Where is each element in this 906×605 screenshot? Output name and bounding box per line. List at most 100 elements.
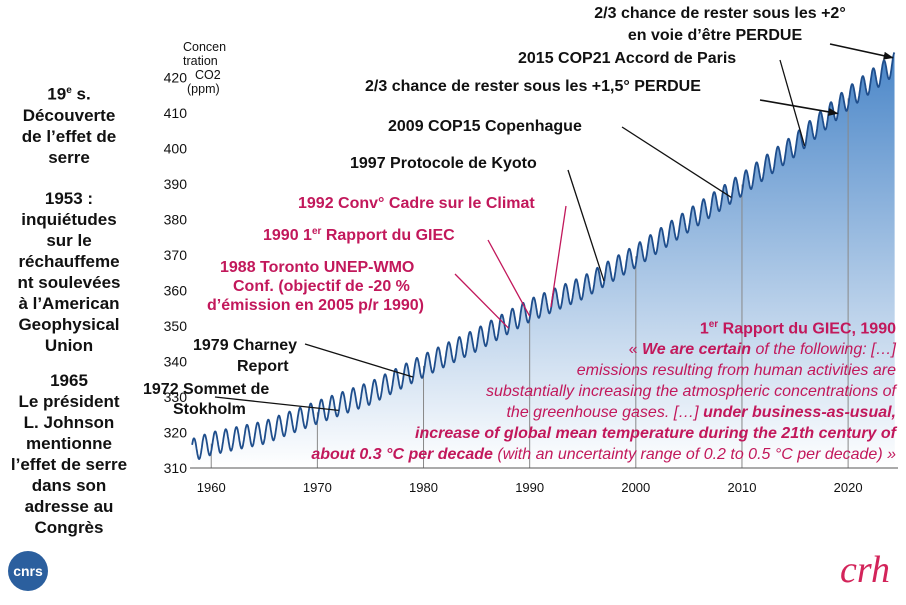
x-tick-label-1970: 1970 [303, 480, 332, 495]
sidebar-1965-line-8: Congrès [34, 518, 104, 537]
x-tick-label-2000: 2000 [621, 480, 650, 495]
quote-line-4: the greenhouse gases. […] under business… [262, 402, 896, 423]
quote-line-5-bold: increase of global mean temperature duri… [415, 425, 896, 443]
annotation-charney-line-1: 1979 Charney [193, 337, 297, 354]
annotation-giec-1990-part-2: Rapport du GIEC [321, 227, 455, 244]
quote-line-2: emissions resulting from human activitie… [262, 360, 896, 381]
annotation-cop15-leader [621, 126, 732, 199]
sidebar-19-sup: e [66, 85, 72, 96]
annotation-giec-1990: 1990 1er Rapport du GIEC [263, 226, 531, 317]
annotation-giec-1990-leader [487, 239, 531, 317]
sidebar-block-1953: 1953 : inquiétudes sur le réchauffeme nt… [6, 188, 132, 356]
annotation-giec-1990-sup: er [312, 226, 322, 237]
sidebar-1953-line-2: inquiétudes [21, 210, 117, 229]
annotation-stockholm-text: 1972 Sommet de Stokholm [143, 381, 269, 418]
annotation-unfccc: 1992 Conv° Cadre sur le Climat [298, 195, 567, 308]
sidebar-1953-line-3: sur le [46, 231, 92, 250]
annotation-cop15: 2009 COP15 Copenhague [388, 118, 732, 199]
sidebar-1953-line-8: Union [44, 336, 94, 355]
sidebar-1965-line-4: mentionne [26, 434, 112, 453]
x-tick-label-1990: 1990 [515, 480, 544, 495]
y-tick-label-410: 410 [164, 105, 188, 121]
annotation-unfccc-leader [550, 205, 567, 308]
sidebar-block-1965: 1965 Le président L. Johnson mentionne l… [6, 370, 132, 538]
annotation-kyoto: 1997 Protocole de Kyoto [350, 155, 605, 282]
annotation-stockholm: 1972 Sommet de Stokholm [143, 381, 339, 418]
annotation-charney-leader [304, 343, 414, 378]
annotation-cop15-line-1: 2009 COP15 Copenhague [388, 118, 582, 135]
quote-line-3-text: substantially increasing the atmospheric… [486, 383, 896, 401]
annotation-1-5deg-leader [759, 99, 839, 116]
quote-line-5: increase of global mean temperature duri… [262, 423, 896, 444]
x-tick-label-2010: 2010 [728, 480, 757, 495]
sidebar-block-19th-century: 19e s. Découverte de l’effet de serre [6, 80, 132, 168]
annotation-1-5deg-line-1: 2/3 chance de rester sous les +1,5° PERD… [365, 78, 701, 95]
quote-title-number: 1 [699, 320, 709, 338]
sidebar-1965-line-7: adresse au [24, 497, 114, 516]
sidebar-1953-line-6: à l’American [18, 294, 120, 313]
annotation-cop21-line-1: 2015 COP21 Accord de Paris [518, 50, 736, 67]
annotation-2deg-line-2: en voie d’être PERDUE [628, 27, 803, 44]
annotation-toronto: 1988 Toronto UNEP-WMO Conf. (objectif de … [207, 259, 509, 329]
annotation-2deg-text: 2/3 chance de rester sous les +2° en voie… [594, 5, 845, 44]
line-layer [191, 51, 896, 460]
quote-line-1: « We are certain of the following: […] [262, 339, 896, 360]
sidebar-19-suffix: s. [71, 84, 91, 104]
sidebar-19-line-4: serre [48, 147, 90, 167]
annotation-cop21-text: 2015 COP21 Accord de Paris [518, 50, 736, 67]
annotation-cop21-leader [779, 59, 806, 147]
annotation-stockholm-line-2: Stokholm [173, 401, 246, 418]
annotation-charney: 1979 Charney Report [193, 337, 414, 378]
annotation-toronto-text: 1988 Toronto UNEP-WMO Conf. (objectif de … [207, 259, 424, 314]
y-tick-label-330: 330 [164, 389, 188, 405]
axis-layer: 1960 1970 1980 1990 2000 2010 2020 310 320 330 340… [164, 40, 898, 495]
annotation-2deg-line-1: 2/3 chance de rester sous les +2° [594, 5, 845, 22]
annotation-layer: 2/3 chance de rester sous les +2° en voie… [143, 5, 894, 418]
cnrs-logo: cnrs [8, 551, 48, 591]
sidebar-1965-line-5: l’effet de serre [10, 455, 128, 474]
annotation-toronto-line-3: d’émission en 2005 p/r 1990) [207, 297, 424, 314]
grid-layer [210, 98, 849, 468]
quote-title-sup: er [708, 319, 719, 330]
y-axis-label-line-1: Concen [183, 40, 226, 54]
quote-line-2-text: emissions resulting from human activitie… [576, 362, 896, 380]
quote-line-6-bold: about 0.3 °C per decade [311, 446, 493, 464]
y-tick-label-390: 390 [164, 176, 188, 192]
quote-line-4-bold: under business-as-usual, [703, 404, 896, 422]
y-axis-label: Concen tration CO2 (ppm) [183, 40, 226, 96]
annotation-unfccc-line-1: 1992 Conv° Cadre sur le Climat [298, 195, 535, 212]
quote-open-mark: « [628, 341, 642, 359]
annotation-2deg-leader [829, 43, 894, 60]
sidebar-1965-line-3: L. Johnson [23, 413, 115, 432]
annotation-1-5deg: 2/3 chance de rester sous les +1,5° PERD… [365, 78, 839, 116]
quote-title-text: Rapport du GIEC, 1990 [718, 320, 896, 338]
crh-logo: crh [840, 549, 890, 591]
annotation-charney-line-2: Report [237, 358, 289, 375]
sidebar-1953-line-7: Geophysical [18, 315, 120, 334]
sidebar-19-number: 19 [47, 84, 67, 104]
y-axis-label-line-4: (ppm) [187, 82, 220, 96]
quote-line-3: substantially increasing the atmospheric… [262, 381, 896, 402]
y-tick-label-420: 420 [164, 70, 188, 86]
x-tick-label-1960: 1960 [197, 480, 226, 495]
quote-we-are-certain: We are certain [641, 341, 752, 359]
co2-series-line [191, 51, 896, 460]
quote-title: 1er Rapport du GIEC, 1990 [262, 314, 896, 339]
sidebar-1953-line-5: nt soulevées [17, 273, 121, 292]
sidebar-1953-line-4: réchauffeme [18, 252, 120, 271]
quote-line-1-rest: of the following: […] [751, 341, 896, 359]
annotation-stockholm-line-1: 1972 Sommet de [143, 381, 269, 398]
sidebar-1965-line-2: Le président [18, 392, 120, 411]
y-tick-label-380: 380 [164, 212, 188, 228]
co2-area-fill [192, 52, 895, 468]
y-tick-label-370: 370 [164, 247, 188, 263]
annotation-toronto-line-2: Conf. (objectif de -20 % [233, 278, 410, 295]
quote-line-6-rest: (with an uncertainty range of 0.2 to 0.5… [492, 446, 896, 464]
quote-line-4-text: the greenhouse gases. […] [506, 404, 704, 422]
annotation-1-5deg-text: 2/3 chance de rester sous les +1,5° PERD… [365, 78, 701, 95]
annotation-cop21: 2015 COP21 Accord de Paris [518, 50, 806, 147]
sidebar-1965-line-6: dans son [31, 476, 107, 495]
annotation-cop15-text: 2009 COP15 Copenhague [388, 118, 582, 135]
annotation-kyoto-leader [567, 169, 605, 282]
